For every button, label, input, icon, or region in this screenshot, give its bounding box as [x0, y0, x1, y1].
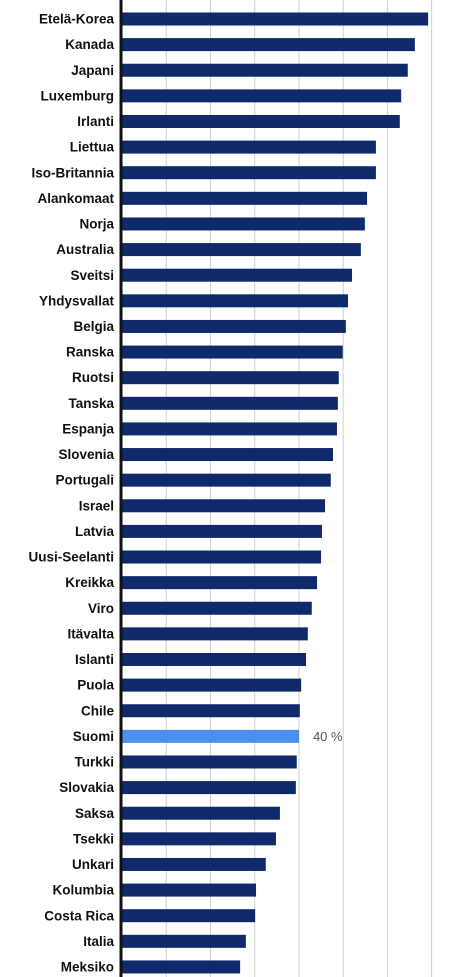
y-tick-label: Uusi-Seelanti	[28, 550, 114, 565]
y-tick-label: Saksa	[75, 806, 115, 821]
y-tick-label: Tanska	[68, 396, 114, 411]
bar	[122, 832, 276, 846]
y-tick-label: Luxemburg	[40, 88, 114, 103]
y-tick-label: Kolumbia	[52, 883, 114, 898]
bar	[122, 448, 334, 462]
bar	[122, 89, 402, 103]
y-tick-label: Belgia	[73, 319, 114, 334]
y-tick-label: Etelä-Korea	[39, 12, 115, 27]
y-tick-label: Australia	[56, 242, 114, 257]
y-tick-label: Tsekki	[73, 831, 114, 846]
y-tick-label: Slovenia	[58, 447, 114, 462]
y-tick-label: Slovakia	[59, 780, 114, 795]
bar	[122, 140, 376, 154]
bar	[122, 166, 376, 180]
bar	[122, 243, 361, 257]
y-tick-label: Unkari	[72, 857, 114, 872]
bar	[122, 422, 337, 436]
value-label: 40 %	[313, 729, 343, 744]
bar	[122, 960, 241, 974]
bar	[122, 217, 365, 231]
bar	[122, 345, 343, 359]
bar	[122, 601, 312, 615]
bar	[122, 191, 368, 205]
y-tick-label: Israel	[79, 498, 114, 513]
y-tick-label: Liettua	[70, 140, 115, 155]
y-tick-label: Iso-Britannia	[31, 165, 114, 180]
bar	[122, 909, 256, 923]
y-tick-label: Chile	[81, 703, 114, 718]
bar	[122, 371, 339, 385]
bar	[122, 781, 296, 795]
y-tick-label: Alankomaat	[37, 191, 114, 206]
y-tick-label: Meksiko	[61, 960, 114, 975]
bar	[122, 857, 266, 871]
bar	[122, 38, 415, 52]
bar	[122, 294, 349, 308]
bar	[122, 627, 308, 641]
y-tick-label: Islanti	[75, 652, 114, 667]
bar	[122, 755, 297, 769]
y-tick-label: Ruotsi	[72, 370, 114, 385]
bar	[122, 729, 299, 743]
y-tick-label: Costa Rica	[44, 908, 114, 923]
y-tick-label: Italia	[83, 934, 114, 949]
y-tick-label: Sveitsi	[70, 268, 114, 283]
y-tick-label: Viro	[88, 601, 114, 616]
bar	[122, 934, 246, 948]
bar	[122, 524, 322, 538]
bar	[122, 473, 331, 487]
y-tick-label: Kanada	[65, 37, 114, 52]
bar	[122, 678, 302, 692]
bar	[122, 12, 429, 26]
y-tick-label: Kreikka	[65, 575, 114, 590]
y-tick-label: Puola	[77, 678, 114, 693]
y-tick-label: Latvia	[75, 524, 115, 539]
y-tick-label: Turkki	[74, 755, 114, 770]
bar	[122, 499, 326, 513]
y-tick-label: Portugali	[55, 473, 114, 488]
y-tick-label: Ranska	[66, 345, 115, 360]
y-tick-label: Irlanti	[77, 114, 114, 129]
bar	[122, 550, 322, 564]
bar	[122, 114, 400, 128]
bar	[122, 319, 346, 333]
bar	[122, 576, 318, 590]
y-tick-label: Norja	[79, 217, 114, 232]
bar	[122, 63, 408, 77]
bar	[122, 396, 338, 410]
y-tick-label: Yhdysvallat	[39, 293, 115, 308]
y-tick-label: Japani	[71, 63, 114, 78]
bar	[122, 268, 353, 282]
y-tick-label: Suomi	[73, 729, 114, 744]
bar	[122, 883, 257, 897]
bar	[122, 653, 307, 666]
bar	[122, 704, 300, 718]
bar	[122, 806, 280, 820]
y-tick-label: Espanja	[62, 421, 114, 436]
y-tick-label: Itävalta	[67, 626, 114, 641]
